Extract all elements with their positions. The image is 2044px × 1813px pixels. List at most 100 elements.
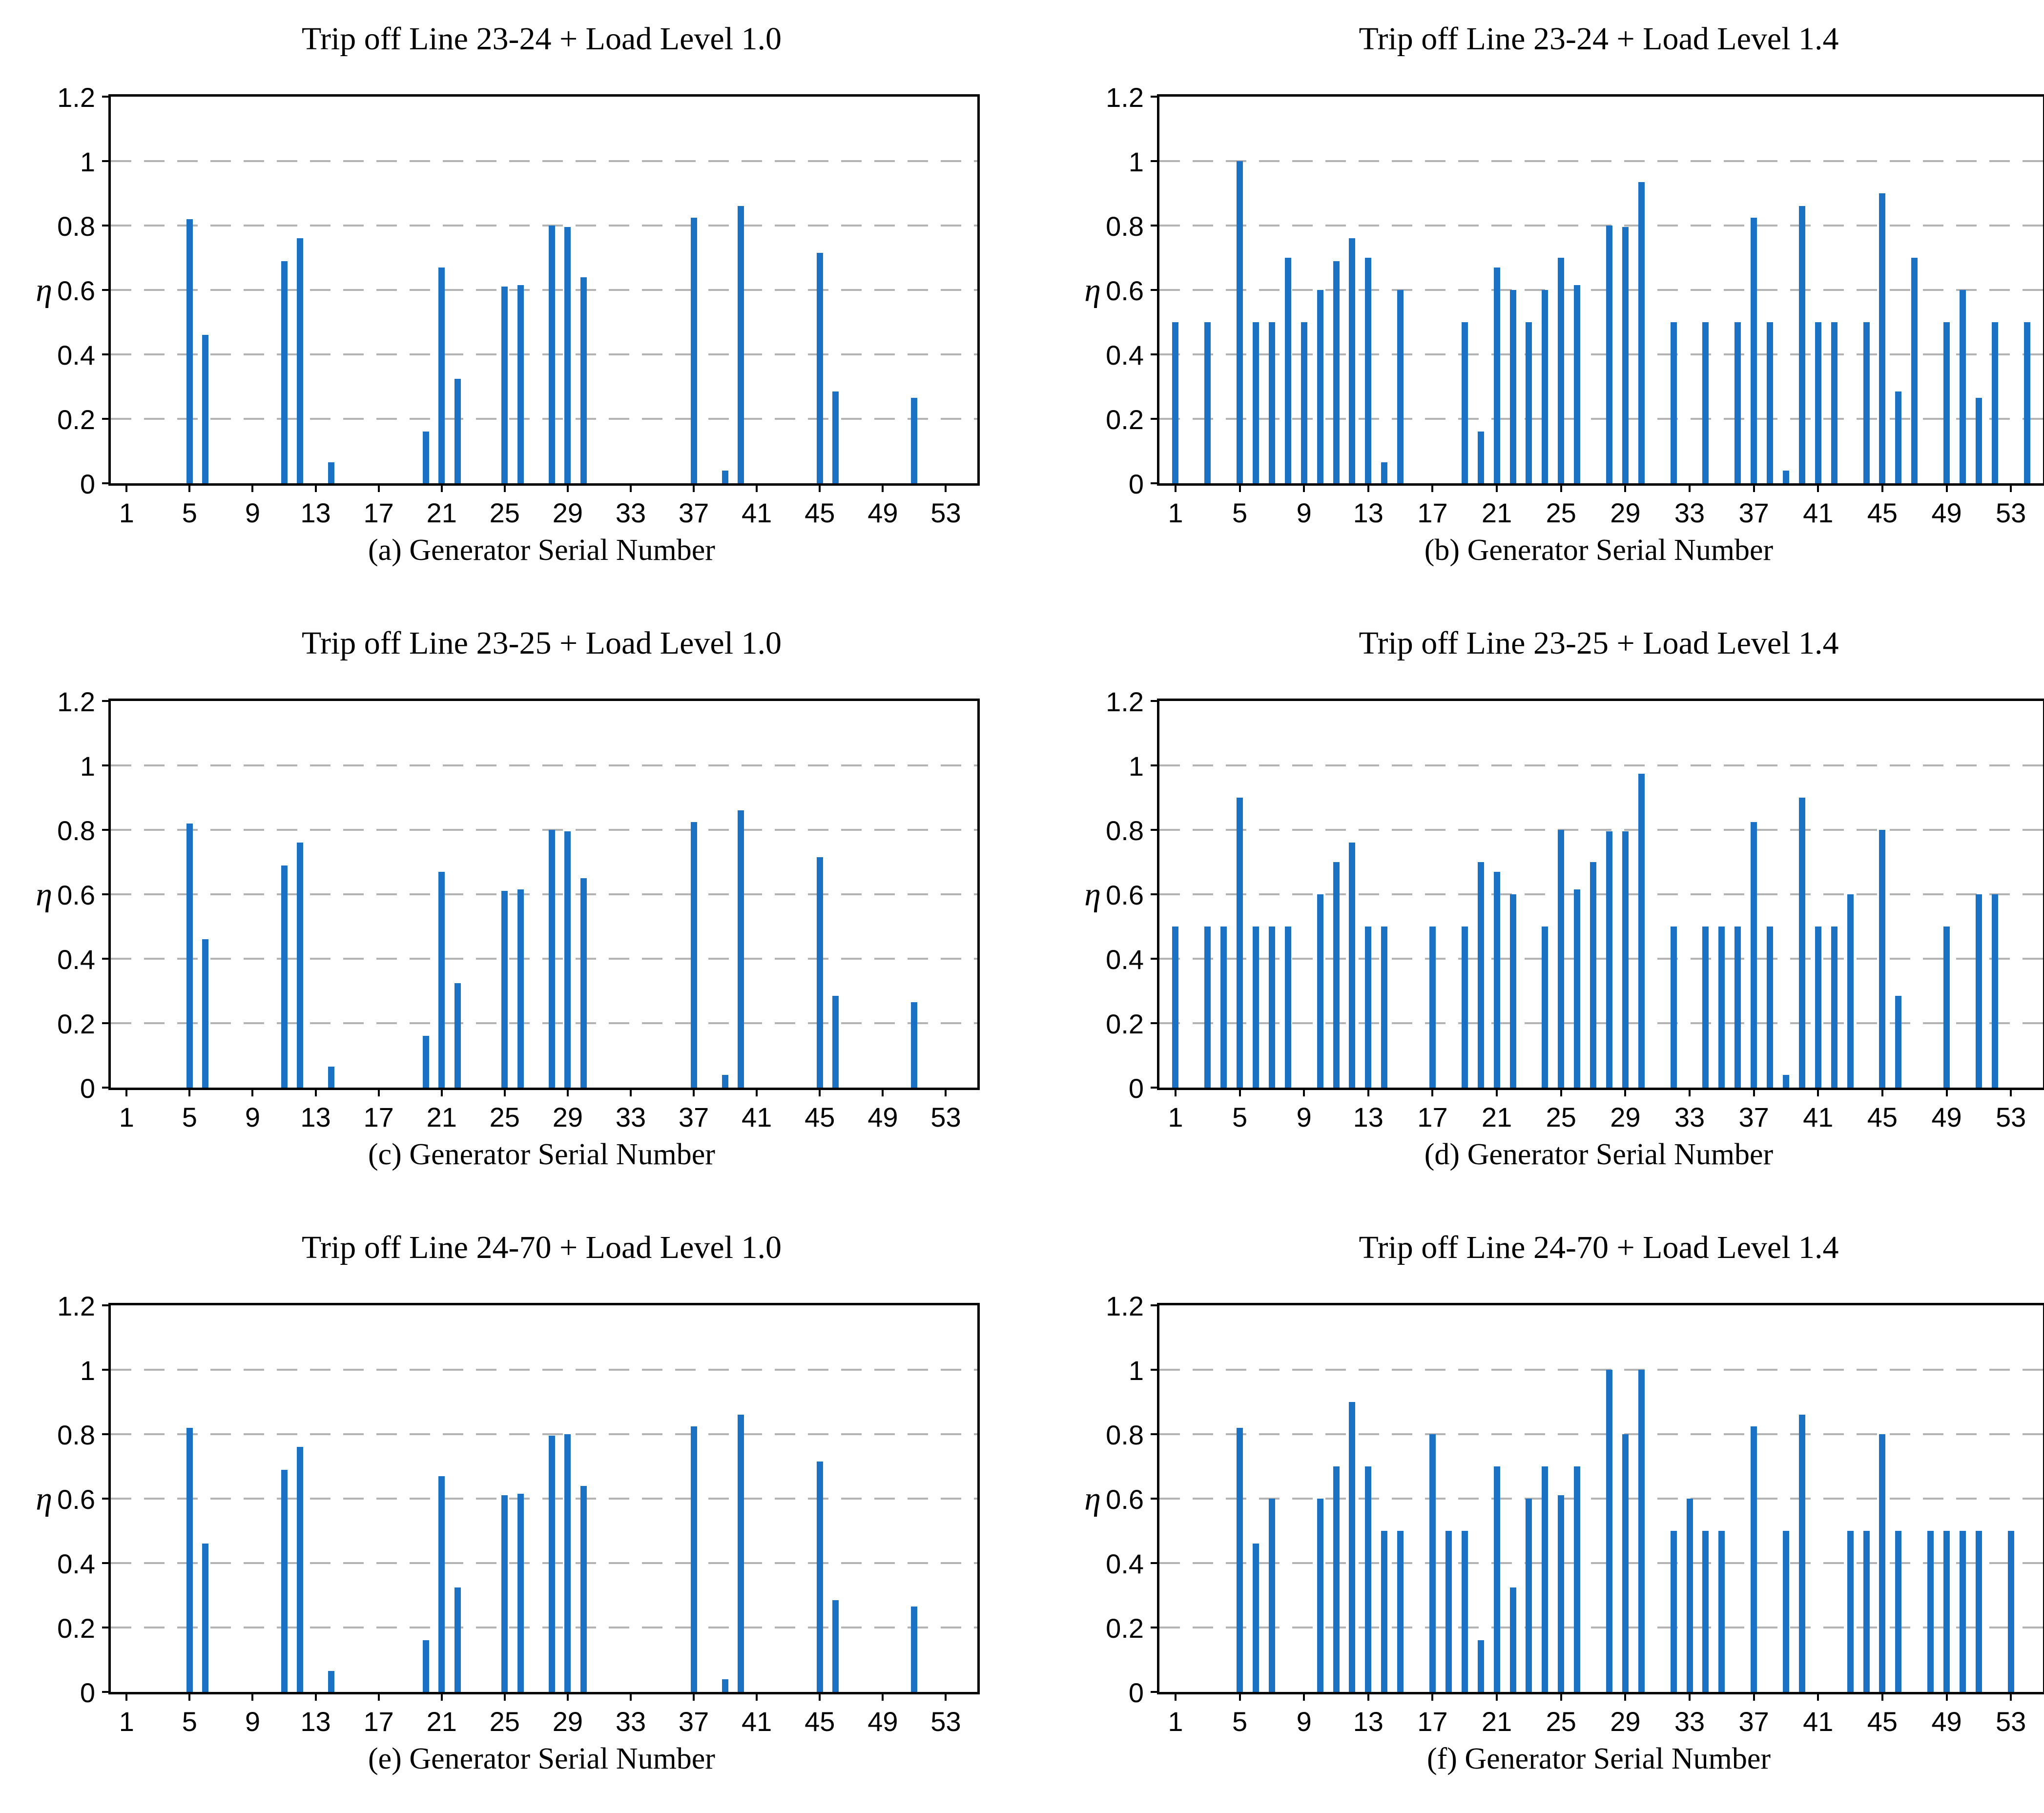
bar: [1734, 322, 1741, 483]
y-tick-mark: [102, 1304, 111, 1306]
y-tick-label: 0.6: [57, 880, 95, 910]
y-tick-mark: [102, 225, 111, 227]
bar: [1317, 894, 1323, 1088]
x-tick-label: 45: [805, 1706, 835, 1737]
bar: [1847, 1531, 1854, 1692]
y-tick-mark: [102, 1691, 111, 1693]
x-tick-mark: [1817, 1088, 1819, 1096]
bar: [1670, 1531, 1677, 1692]
bar: [1268, 927, 1275, 1088]
x-tick-mark: [1560, 1692, 1562, 1701]
bar: [517, 889, 524, 1088]
bar: [738, 810, 744, 1088]
bar: [1365, 1466, 1372, 1692]
bar: [281, 865, 288, 1088]
bar: [1237, 798, 1243, 1088]
bar: [438, 871, 445, 1088]
y-tick-label: 0.2: [57, 404, 95, 435]
x-tick-mark: [945, 1692, 947, 1701]
bar: [1284, 927, 1291, 1088]
gridline: [111, 160, 977, 162]
bar: [1959, 290, 1966, 483]
x-tick-label: 29: [552, 1102, 583, 1133]
bar: [1252, 1544, 1259, 1692]
bar: [580, 277, 587, 483]
gridline: [1159, 1627, 2043, 1629]
bar: [1991, 894, 1998, 1088]
x-tick-mark: [503, 483, 506, 492]
x-tick-label: 33: [1674, 1102, 1705, 1133]
bar: [186, 823, 193, 1088]
x-tick-label: 53: [930, 1706, 961, 1737]
bar: [1429, 927, 1436, 1088]
x-tick-mark: [819, 1692, 821, 1701]
bar: [832, 995, 839, 1088]
y-tick-mark: [1151, 160, 1159, 162]
gridline: [1159, 289, 2043, 291]
bar: [549, 226, 556, 483]
y-tick-mark: [1151, 1022, 1159, 1025]
bar: [1751, 822, 1757, 1088]
bar: [1798, 206, 1805, 483]
x-tick-label: 17: [363, 1102, 394, 1133]
bar: [422, 432, 429, 483]
bar: [517, 285, 524, 483]
bar: [1943, 1531, 1950, 1692]
bar: [1542, 1466, 1548, 1692]
bar: [1477, 862, 1484, 1088]
bar: [1815, 322, 1821, 483]
x-axis-caption: (b) Generator Serial Number: [1424, 534, 1774, 567]
x-tick-label: 5: [182, 1706, 197, 1737]
y-tick-label: 1: [1128, 1355, 1144, 1386]
y-tick-mark: [1151, 418, 1159, 420]
y-tick-label: 0.4: [1106, 1548, 1144, 1580]
bar: [328, 1067, 335, 1088]
bar: [1622, 227, 1629, 483]
gridline: [111, 1433, 977, 1436]
y-tick-mark: [102, 958, 111, 960]
gridline: [1159, 1022, 2043, 1025]
bar: [1975, 1531, 1982, 1692]
bar: [1461, 322, 1468, 483]
gridline: [1159, 160, 2043, 162]
y-tick-label: 0.4: [57, 340, 95, 371]
bar: [1333, 1466, 1340, 1692]
bar: [1911, 258, 1918, 483]
y-tick-mark: [102, 1369, 111, 1371]
bar: [1268, 1499, 1275, 1692]
bar: [816, 857, 823, 1088]
bar: [911, 1607, 918, 1692]
bar: [1798, 798, 1805, 1088]
x-tick-mark: [1303, 1088, 1305, 1096]
x-tick-label: 29: [552, 497, 583, 528]
x-tick-label: 25: [489, 1706, 520, 1737]
x-tick-label: 5: [182, 497, 197, 528]
x-tick-mark: [1303, 483, 1305, 492]
y-tick-mark: [102, 764, 111, 766]
bar: [1879, 193, 1886, 483]
x-tick-mark: [1367, 1088, 1369, 1096]
gridline: [1159, 418, 2043, 420]
x-tick-mark: [1945, 1692, 1948, 1701]
y-tick-mark: [1151, 829, 1159, 831]
x-tick-label: 37: [1738, 1706, 1769, 1737]
y-tick-label: 1: [80, 751, 95, 782]
bar: [1445, 1531, 1452, 1692]
x-tick-label: 13: [1353, 1706, 1383, 1737]
bar: [1943, 927, 1950, 1088]
gridline: [111, 225, 977, 227]
x-tick-mark: [630, 1692, 632, 1701]
y-tick-mark: [1151, 96, 1159, 98]
chart-title: Trip off Line 23-24 + Load Level 1.4: [1359, 21, 1839, 57]
y-tick-mark: [1151, 700, 1159, 702]
x-tick-label: 53: [1996, 497, 2026, 528]
y-tick-label: 0.4: [57, 1548, 95, 1580]
bar: [1590, 862, 1597, 1088]
x-tick-mark: [1239, 1088, 1241, 1096]
bar: [1172, 927, 1179, 1088]
y-tick-mark: [102, 1022, 111, 1025]
x-tick-mark: [251, 1088, 254, 1096]
y-axis-label: η: [36, 271, 52, 309]
x-tick-mark: [188, 1692, 191, 1701]
x-tick-label: 49: [867, 1706, 898, 1737]
